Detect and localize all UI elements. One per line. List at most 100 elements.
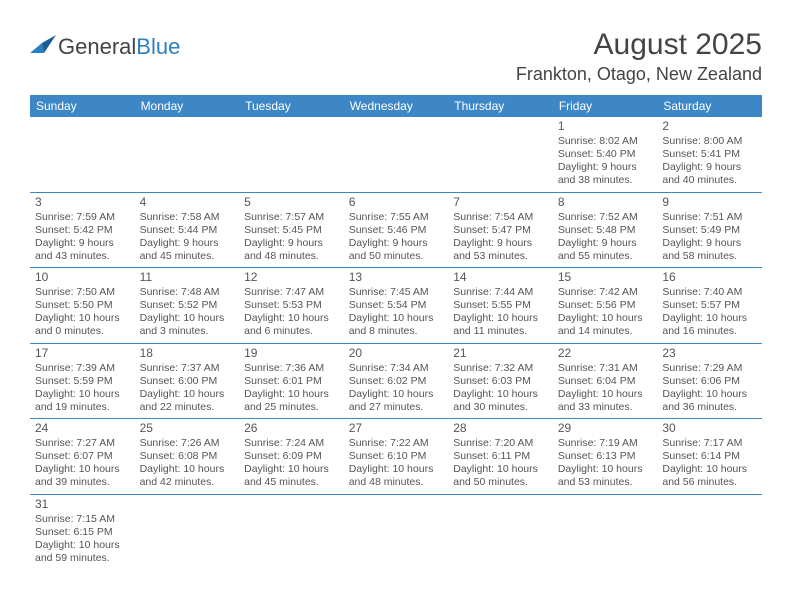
calendar-cell bbox=[448, 494, 553, 569]
calendar-cell: 2Sunrise: 8:00 AMSunset: 5:41 PMDaylight… bbox=[657, 117, 762, 192]
calendar-cell: 19Sunrise: 7:36 AMSunset: 6:01 PMDayligh… bbox=[239, 343, 344, 419]
sunrise-line: Sunrise: 7:15 AM bbox=[35, 513, 130, 526]
sunset-line: Sunset: 6:07 PM bbox=[35, 450, 130, 463]
calendar-cell: 30Sunrise: 7:17 AMSunset: 6:14 PMDayligh… bbox=[657, 419, 762, 495]
day-number: 4 bbox=[140, 195, 235, 210]
calendar-cell: 18Sunrise: 7:37 AMSunset: 6:00 PMDayligh… bbox=[135, 343, 240, 419]
daylight-line: Daylight: 9 hours and 55 minutes. bbox=[558, 237, 653, 263]
daylight-line: Daylight: 10 hours and 59 minutes. bbox=[35, 539, 130, 565]
location: Frankton, Otago, New Zealand bbox=[516, 64, 762, 85]
daylight-line: Daylight: 10 hours and 22 minutes. bbox=[140, 388, 235, 414]
day-number: 10 bbox=[35, 270, 130, 285]
daylight-line: Daylight: 10 hours and 27 minutes. bbox=[349, 388, 444, 414]
day-number: 1 bbox=[558, 119, 653, 134]
calendar-cell: 14Sunrise: 7:44 AMSunset: 5:55 PMDayligh… bbox=[448, 268, 553, 344]
calendar-cell: 25Sunrise: 7:26 AMSunset: 6:08 PMDayligh… bbox=[135, 419, 240, 495]
sunset-line: Sunset: 5:57 PM bbox=[662, 299, 757, 312]
sunrise-line: Sunrise: 7:44 AM bbox=[453, 286, 548, 299]
daylight-line: Daylight: 10 hours and 3 minutes. bbox=[140, 312, 235, 338]
daylight-line: Daylight: 9 hours and 53 minutes. bbox=[453, 237, 548, 263]
calendar-cell: 1Sunrise: 8:02 AMSunset: 5:40 PMDaylight… bbox=[553, 117, 658, 192]
daylight-line: Daylight: 10 hours and 6 minutes. bbox=[244, 312, 339, 338]
day-number: 20 bbox=[349, 346, 444, 361]
sunset-line: Sunset: 5:49 PM bbox=[662, 224, 757, 237]
day-number: 25 bbox=[140, 421, 235, 436]
daylight-line: Daylight: 10 hours and 16 minutes. bbox=[662, 312, 757, 338]
calendar-cell: 7Sunrise: 7:54 AMSunset: 5:47 PMDaylight… bbox=[448, 192, 553, 268]
day-number: 19 bbox=[244, 346, 339, 361]
calendar-cell: 24Sunrise: 7:27 AMSunset: 6:07 PMDayligh… bbox=[30, 419, 135, 495]
day-number: 3 bbox=[35, 195, 130, 210]
day-number: 16 bbox=[662, 270, 757, 285]
calendar-cell: 8Sunrise: 7:52 AMSunset: 5:48 PMDaylight… bbox=[553, 192, 658, 268]
calendar-cell bbox=[135, 117, 240, 192]
sunset-line: Sunset: 5:44 PM bbox=[140, 224, 235, 237]
sunrise-line: Sunrise: 7:32 AM bbox=[453, 362, 548, 375]
sunset-line: Sunset: 6:00 PM bbox=[140, 375, 235, 388]
daylight-line: Daylight: 9 hours and 48 minutes. bbox=[244, 237, 339, 263]
calendar-cell: 31Sunrise: 7:15 AMSunset: 6:15 PMDayligh… bbox=[30, 494, 135, 569]
weekday-header: Sunday bbox=[30, 95, 135, 117]
calendar-cell: 16Sunrise: 7:40 AMSunset: 5:57 PMDayligh… bbox=[657, 268, 762, 344]
sunset-line: Sunset: 6:14 PM bbox=[662, 450, 757, 463]
sunset-line: Sunset: 5:48 PM bbox=[558, 224, 653, 237]
daylight-line: Daylight: 9 hours and 50 minutes. bbox=[349, 237, 444, 263]
day-number: 27 bbox=[349, 421, 444, 436]
day-number: 26 bbox=[244, 421, 339, 436]
logo-icon bbox=[30, 35, 58, 60]
day-number: 15 bbox=[558, 270, 653, 285]
logo: GeneralBlue bbox=[30, 28, 180, 60]
day-number: 11 bbox=[140, 270, 235, 285]
daylight-line: Daylight: 9 hours and 43 minutes. bbox=[35, 237, 130, 263]
daylight-line: Daylight: 10 hours and 19 minutes. bbox=[35, 388, 130, 414]
sunset-line: Sunset: 6:08 PM bbox=[140, 450, 235, 463]
calendar-cell: 5Sunrise: 7:57 AMSunset: 5:45 PMDaylight… bbox=[239, 192, 344, 268]
calendar-head: SundayMondayTuesdayWednesdayThursdayFrid… bbox=[30, 95, 762, 117]
day-number: 8 bbox=[558, 195, 653, 210]
sunrise-line: Sunrise: 7:54 AM bbox=[453, 211, 548, 224]
sunrise-line: Sunrise: 7:57 AM bbox=[244, 211, 339, 224]
sunset-line: Sunset: 6:10 PM bbox=[349, 450, 444, 463]
daylight-line: Daylight: 9 hours and 58 minutes. bbox=[662, 237, 757, 263]
sunset-line: Sunset: 6:04 PM bbox=[558, 375, 653, 388]
sunset-line: Sunset: 5:56 PM bbox=[558, 299, 653, 312]
daylight-line: Daylight: 10 hours and 50 minutes. bbox=[453, 463, 548, 489]
day-number: 7 bbox=[453, 195, 548, 210]
day-number: 14 bbox=[453, 270, 548, 285]
sunrise-line: Sunrise: 8:02 AM bbox=[558, 135, 653, 148]
daylight-line: Daylight: 9 hours and 38 minutes. bbox=[558, 161, 653, 187]
sunset-line: Sunset: 6:15 PM bbox=[35, 526, 130, 539]
day-number: 5 bbox=[244, 195, 339, 210]
calendar-cell bbox=[657, 494, 762, 569]
day-number: 29 bbox=[558, 421, 653, 436]
logo-text: GeneralBlue bbox=[58, 34, 180, 60]
sunset-line: Sunset: 5:52 PM bbox=[140, 299, 235, 312]
sunrise-line: Sunrise: 7:40 AM bbox=[662, 286, 757, 299]
calendar-cell: 9Sunrise: 7:51 AMSunset: 5:49 PMDaylight… bbox=[657, 192, 762, 268]
calendar-cell: 15Sunrise: 7:42 AMSunset: 5:56 PMDayligh… bbox=[553, 268, 658, 344]
day-number: 21 bbox=[453, 346, 548, 361]
calendar-cell: 6Sunrise: 7:55 AMSunset: 5:46 PMDaylight… bbox=[344, 192, 449, 268]
day-number: 6 bbox=[349, 195, 444, 210]
sunrise-line: Sunrise: 7:29 AM bbox=[662, 362, 757, 375]
sunrise-line: Sunrise: 7:24 AM bbox=[244, 437, 339, 450]
sunrise-line: Sunrise: 7:19 AM bbox=[558, 437, 653, 450]
sunrise-line: Sunrise: 7:31 AM bbox=[558, 362, 653, 375]
sunrise-line: Sunrise: 8:00 AM bbox=[662, 135, 757, 148]
calendar-cell: 27Sunrise: 7:22 AMSunset: 6:10 PMDayligh… bbox=[344, 419, 449, 495]
day-number: 12 bbox=[244, 270, 339, 285]
daylight-line: Daylight: 9 hours and 40 minutes. bbox=[662, 161, 757, 187]
sunset-line: Sunset: 6:03 PM bbox=[453, 375, 548, 388]
calendar-cell: 21Sunrise: 7:32 AMSunset: 6:03 PMDayligh… bbox=[448, 343, 553, 419]
daylight-line: Daylight: 10 hours and 53 minutes. bbox=[558, 463, 653, 489]
sunrise-line: Sunrise: 7:47 AM bbox=[244, 286, 339, 299]
sunrise-line: Sunrise: 7:20 AM bbox=[453, 437, 548, 450]
sunset-line: Sunset: 6:13 PM bbox=[558, 450, 653, 463]
weekday-header: Monday bbox=[135, 95, 240, 117]
weekday-header: Wednesday bbox=[344, 95, 449, 117]
weekday-header: Thursday bbox=[448, 95, 553, 117]
day-number: 24 bbox=[35, 421, 130, 436]
daylight-line: Daylight: 10 hours and 45 minutes. bbox=[244, 463, 339, 489]
calendar-cell: 17Sunrise: 7:39 AMSunset: 5:59 PMDayligh… bbox=[30, 343, 135, 419]
daylight-line: Daylight: 10 hours and 11 minutes. bbox=[453, 312, 548, 338]
